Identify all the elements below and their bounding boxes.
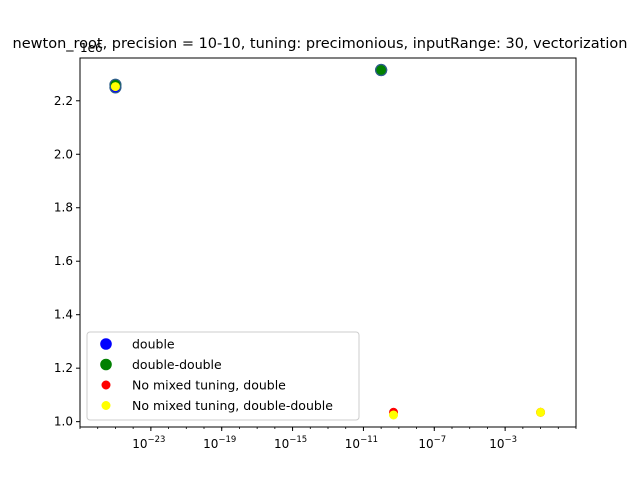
legend-marker bbox=[101, 400, 111, 410]
y-tick-label: 1.6 bbox=[54, 254, 73, 268]
y-tick-label: 1.4 bbox=[54, 308, 73, 322]
y-tick-label: 2.2 bbox=[54, 94, 73, 108]
legend-marker bbox=[100, 338, 112, 350]
legend-label: No mixed tuning, double bbox=[132, 378, 286, 393]
y-tick-label: 2.0 bbox=[54, 147, 73, 161]
legend-label: double-double bbox=[132, 357, 222, 372]
legend-marker bbox=[101, 380, 111, 390]
x-tick-label: 10−19 bbox=[203, 435, 236, 451]
chart-title: newton_root, precision = 10-10, tuning: … bbox=[13, 36, 628, 52]
data-point-series-4 bbox=[110, 82, 120, 92]
y-tick-label: 1.0 bbox=[54, 415, 73, 429]
y-axis: 1.0 1.2 1.4 1.6 1.8 2.0 2.2 bbox=[54, 94, 80, 429]
y-tick-label: 1.2 bbox=[54, 361, 73, 375]
legend-label: double bbox=[132, 337, 175, 352]
data-points bbox=[109, 63, 546, 420]
x-axis: 10−23 10−19 10−15 10−11 10−7 10−3 bbox=[79, 427, 577, 451]
data-point-series-4 bbox=[536, 407, 546, 417]
legend-box bbox=[86, 331, 360, 421]
y-axis-offset-label: 1e6 bbox=[80, 41, 103, 55]
x-tick-label: 10−3 bbox=[489, 435, 517, 451]
y-tick-label: 1.8 bbox=[54, 201, 73, 215]
x-tick-label: 10−7 bbox=[418, 435, 446, 451]
x-tick-label: 10−15 bbox=[274, 435, 307, 451]
legend: double double-double No mixed tuning, doub… bbox=[86, 331, 360, 421]
legend-label: No mixed tuning, double-double bbox=[132, 398, 333, 413]
x-tick-label: 10−23 bbox=[132, 435, 165, 451]
data-point-series-2 bbox=[375, 63, 388, 77]
x-tick-label: 10−11 bbox=[345, 435, 378, 451]
data-point-series-4 bbox=[389, 410, 399, 420]
legend-marker bbox=[100, 358, 112, 371]
